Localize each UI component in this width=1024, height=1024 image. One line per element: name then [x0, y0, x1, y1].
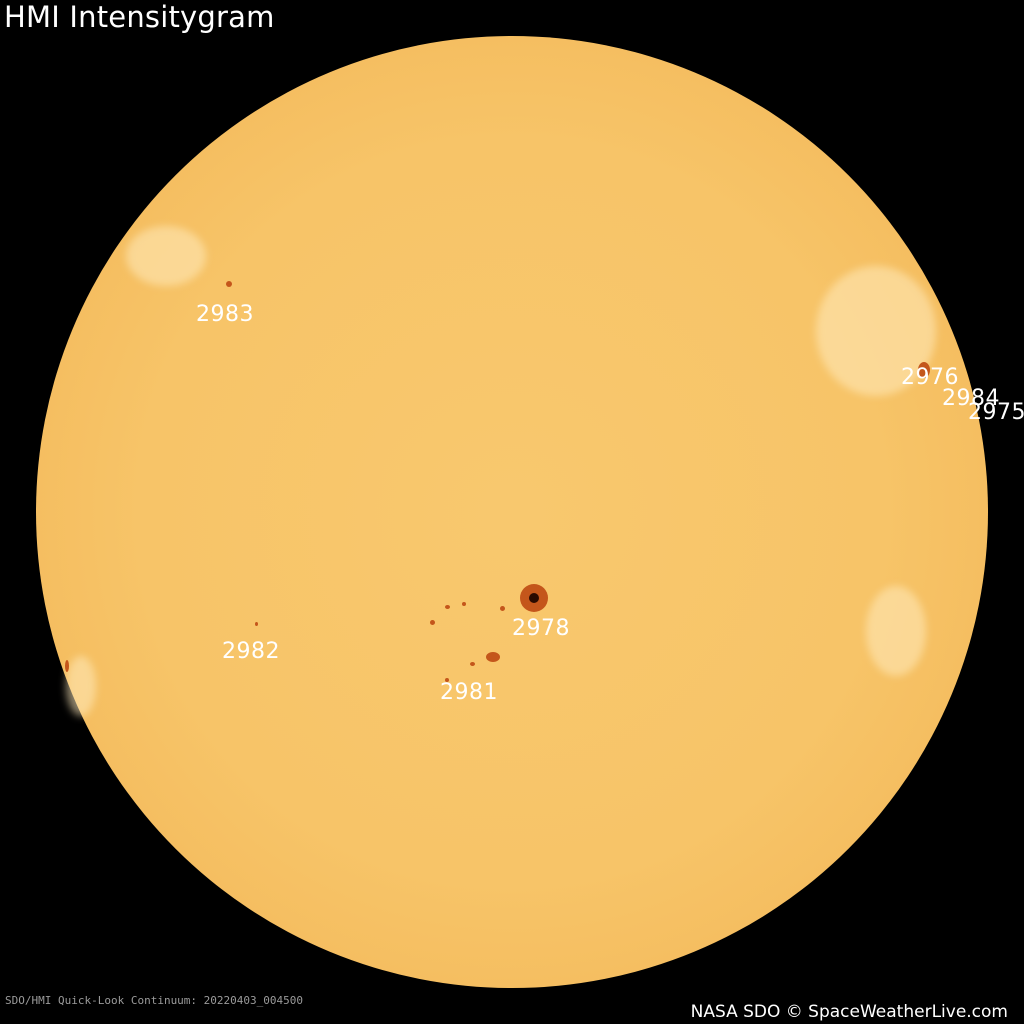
region-label: 2981 — [440, 680, 498, 705]
region-label: 2982 — [222, 639, 280, 664]
sunspot — [445, 605, 450, 609]
sunspot — [445, 678, 449, 682]
region-label: 2975 — [968, 400, 1024, 425]
sunspot — [462, 602, 466, 606]
sunspot-umbra — [529, 593, 539, 603]
region-label: 2983 — [196, 302, 254, 327]
sunspot — [470, 662, 475, 666]
region-label: 2984 — [942, 386, 1000, 411]
facula — [866, 586, 926, 676]
sunspot — [918, 362, 930, 378]
facula — [126, 226, 206, 286]
sunspot — [65, 660, 69, 672]
image-credit: NASA SDO © SpaceWeatherLive.com — [690, 1002, 1008, 1022]
sunspot — [500, 606, 505, 611]
sunspot — [255, 622, 258, 626]
solar-disk — [36, 36, 988, 988]
facula — [66, 656, 96, 716]
image-title: HMI Intensitygram — [4, 0, 275, 34]
region-label: 2976 — [901, 365, 959, 390]
facula — [816, 266, 936, 396]
region-label: 2978 — [512, 616, 570, 641]
sunspot — [226, 281, 232, 287]
sunspot — [430, 620, 435, 625]
image-caption: SDO/HMI Quick-Look Continuum: 20220403_0… — [5, 994, 304, 1007]
sunspot — [486, 652, 500, 662]
